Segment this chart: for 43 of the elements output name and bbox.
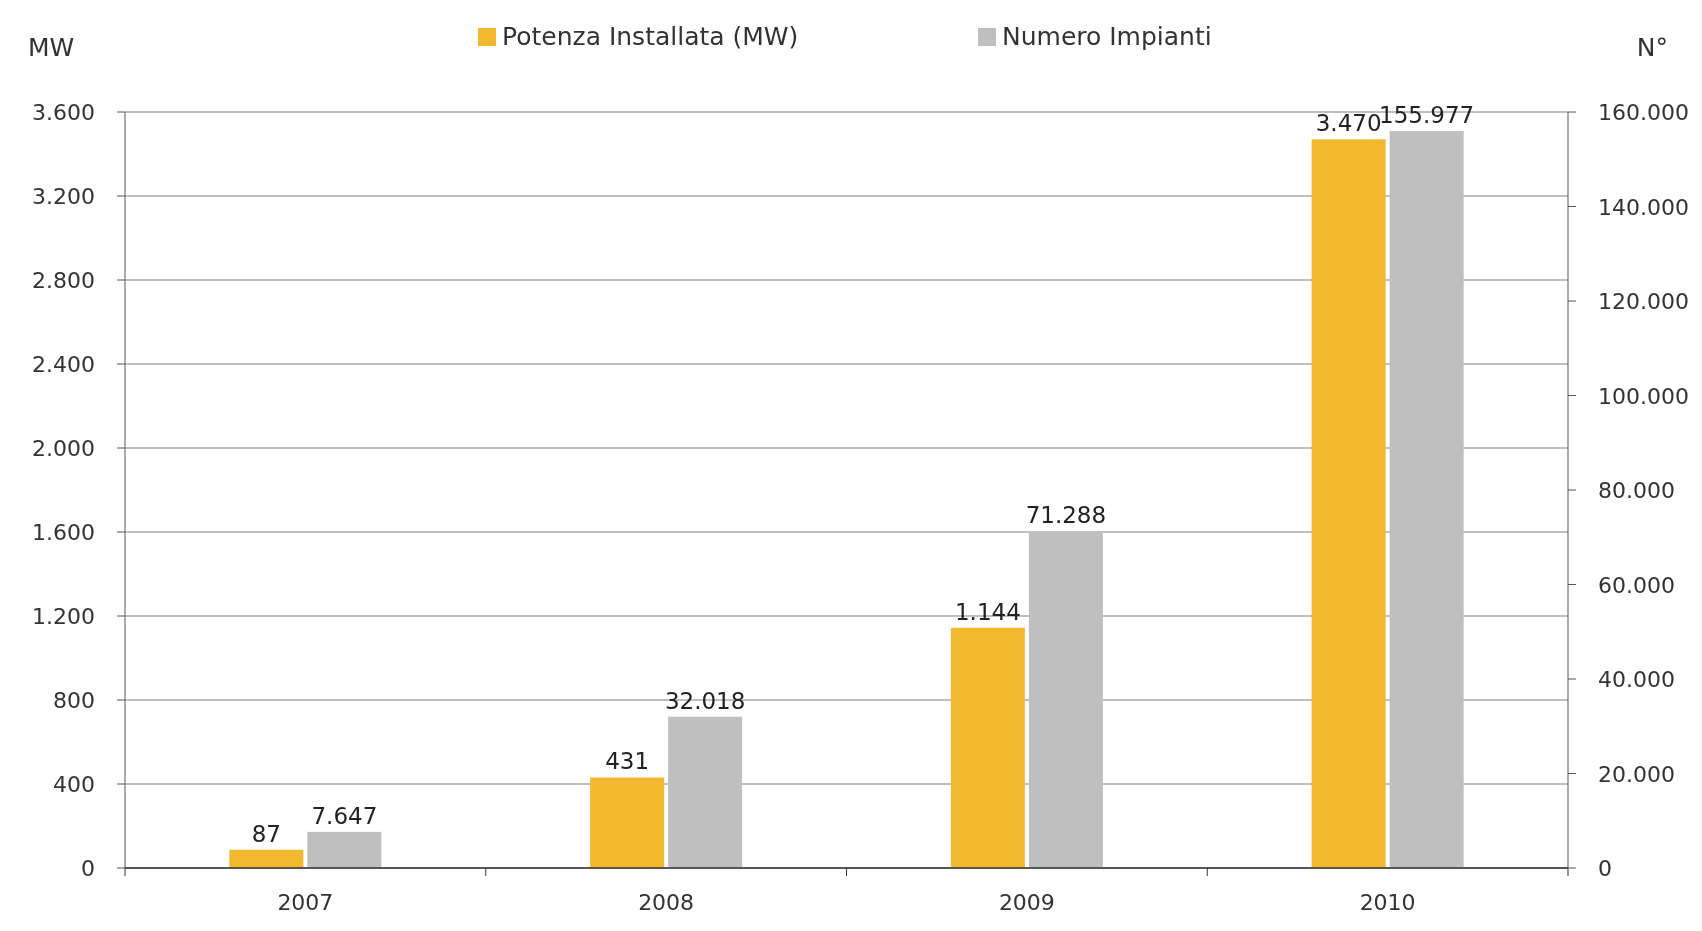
bar bbox=[590, 777, 665, 868]
y-tick-label: 800 bbox=[53, 688, 95, 713]
y2-tick-label: 0 bbox=[1598, 856, 1612, 881]
data-label: 3.470 bbox=[1315, 110, 1382, 137]
legend-label: Numero Impianti bbox=[1002, 22, 1212, 51]
y-tick-label: 400 bbox=[53, 772, 95, 797]
y2-tick-label: 40.000 bbox=[1598, 667, 1675, 692]
bar bbox=[950, 627, 1025, 868]
y-tick-label: 1.200 bbox=[32, 604, 95, 629]
data-label: 32.018 bbox=[664, 687, 746, 714]
x-tick-label: 2010 bbox=[1359, 890, 1416, 915]
legend-label: Potenza Installata (MW) bbox=[502, 22, 799, 51]
data-label: 155.977 bbox=[1379, 102, 1475, 129]
data-label: 7.647 bbox=[311, 802, 378, 829]
y2-axis-title: N° bbox=[1636, 33, 1668, 62]
y-tick-label: 2.800 bbox=[32, 268, 95, 293]
y-tick-label: 1.600 bbox=[32, 520, 95, 545]
x-tick-label: 2007 bbox=[277, 890, 334, 915]
bar bbox=[668, 716, 743, 868]
data-label: 431 bbox=[605, 748, 650, 775]
y2-tick-label: 20.000 bbox=[1598, 761, 1675, 787]
y2-tick-label: 60.000 bbox=[1598, 572, 1675, 598]
bar bbox=[1028, 531, 1103, 868]
y-tick-label: 2.400 bbox=[32, 352, 95, 377]
data-label: 1.144 bbox=[954, 598, 1021, 625]
y2-tick-label: 140.000 bbox=[1598, 194, 1689, 220]
y-tick-label: 3.200 bbox=[32, 184, 95, 209]
y2-tick-label: 160.000 bbox=[1598, 100, 1689, 125]
y-tick-label: 0 bbox=[81, 856, 95, 881]
x-tick-label: 2009 bbox=[998, 890, 1055, 915]
y-tick-label: 2.000 bbox=[32, 436, 95, 461]
bar bbox=[1389, 131, 1464, 868]
y2-tick-label: 100.000 bbox=[1598, 383, 1689, 409]
y2-tick-label: 120.000 bbox=[1598, 289, 1689, 314]
data-label: 87 bbox=[251, 820, 282, 847]
bar bbox=[307, 831, 382, 868]
y-tick-label: 3.600 bbox=[32, 100, 95, 125]
bar bbox=[1311, 139, 1386, 868]
data-label: 71.288 bbox=[1025, 502, 1107, 529]
x-tick-label: 2008 bbox=[638, 890, 695, 915]
bar bbox=[229, 849, 304, 868]
y2-tick-label: 80.000 bbox=[1598, 478, 1675, 503]
y-axis-title: MW bbox=[28, 33, 75, 62]
